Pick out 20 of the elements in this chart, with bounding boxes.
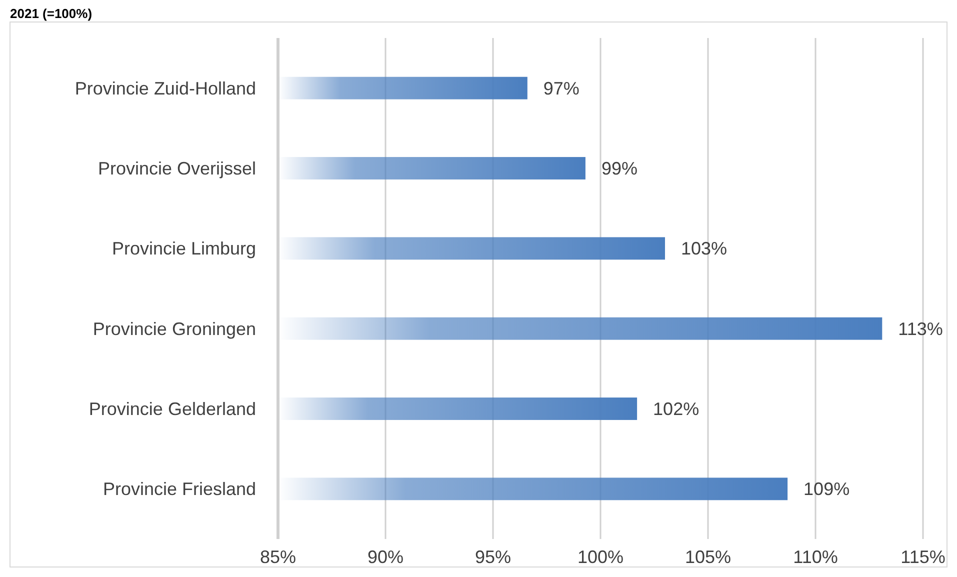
x-tick-label: 85% [260,547,296,567]
data-label: 99% [601,158,638,179]
x-tick-label: 95% [474,547,512,567]
y-tick-label: Provincie Friesland [102,479,256,500]
x-tick-label: 110% [793,547,838,567]
x-tick-label: 90% [367,547,404,567]
data-label: 113% [898,318,943,339]
data-label: 97% [543,78,580,98]
data-label: 109% [804,479,850,500]
x-tick-label: 100% [577,547,624,567]
text: 2021 (=100%) [10,6,92,21]
y-tick-label: Provincie Overijssel [98,158,256,179]
y-tick-label: Provincie Limburg [112,238,256,259]
y-tick-label: Provincie Zuid-Holland [74,78,256,98]
x-tick-label: 115% [900,547,946,567]
x-tick-label: 105% [684,547,732,567]
y-tick-label: Provincie Gelderland [88,399,256,420]
data-label: 103% [681,238,728,259]
y-tick-label: Provincie Groningen [92,318,256,339]
data-label: 102% [653,399,700,420]
